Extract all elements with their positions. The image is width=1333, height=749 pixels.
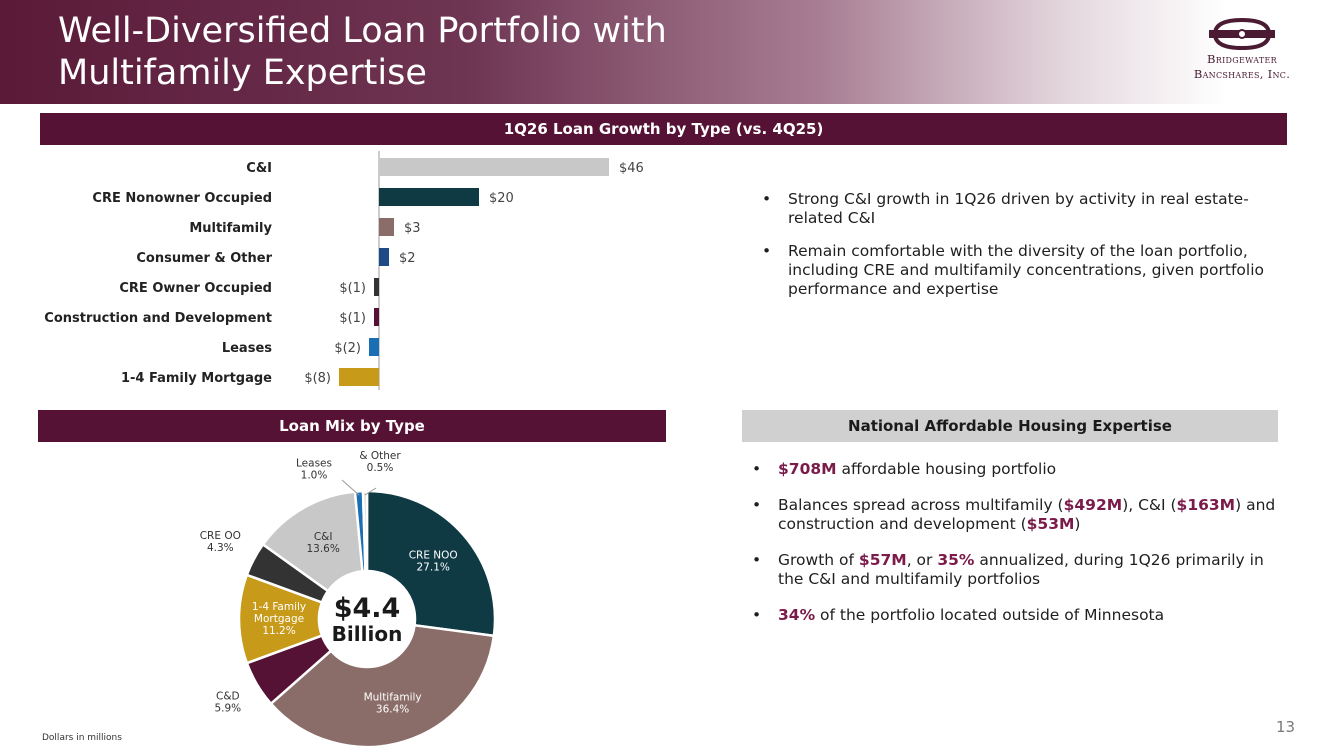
loan-growth-bar-chart: C&I $46 CRE Nonowner Occupied $20 Multifamil… xyxy=(44,151,644,390)
pie-slice-label: Mortgage xyxy=(254,613,304,625)
bar-value-label: $3 xyxy=(404,221,421,236)
pie-slice-label: Multifamily xyxy=(364,692,422,704)
loan-mix-header: Loan Mix by Type xyxy=(38,410,666,442)
bar-category-label: C&I xyxy=(246,161,272,176)
growth-bullet-list: • Strong C&I growth in 1Q26 driven by act… xyxy=(752,190,1287,313)
bar xyxy=(379,158,609,176)
pie-slice-label: Consumer xyxy=(353,448,407,450)
housing-bullet-4: • 34% of the portfolio located outside of… xyxy=(752,606,1165,624)
bar-value-label: $20 xyxy=(489,191,514,206)
pie-slice-label: & Other xyxy=(359,450,401,462)
bar-category-label: CRE Nonowner Occupied xyxy=(92,191,272,206)
pie-slice-label: CRE OO xyxy=(200,530,241,542)
page-title: Well-Diversified Loan Portfolio with Mul… xyxy=(58,10,818,94)
housing-bullet-list: • $708M affordable housing portfolio • Bal… xyxy=(752,460,1282,642)
housing-bullet-3: • Growth of $57M, or 35% annualized, duri… xyxy=(752,551,1264,588)
pie-slice-label: 11.2% xyxy=(262,625,295,637)
pie-slice xyxy=(361,489,369,573)
bar-value-label: $(1) xyxy=(339,281,366,296)
bar xyxy=(339,368,379,386)
bar xyxy=(374,308,379,326)
donut-center-value: $4.4 xyxy=(334,593,401,624)
bar-value-label: $46 xyxy=(619,161,644,176)
affordable-housing-header: National Affordable Housing Expertise xyxy=(742,410,1278,442)
pie-slice-label: 27.1% xyxy=(417,562,450,574)
pie-slice-label: C&I xyxy=(314,531,333,543)
pie-slice-label: 13.6% xyxy=(306,543,339,555)
donut-center-label: Billion xyxy=(332,622,403,646)
bar-category-label: Consumer & Other xyxy=(136,251,272,266)
bar xyxy=(369,338,379,356)
pie-slice-label: 1-4 Family xyxy=(252,601,306,613)
bar xyxy=(379,188,479,206)
bar-category-label: Multifamily xyxy=(189,221,272,236)
pie-slice-label: 0.5% xyxy=(367,462,394,474)
housing-bullet-2: • Balances spread across multifamily ($49… xyxy=(752,496,1276,533)
bar xyxy=(374,278,379,296)
footnote: Dollars in millions xyxy=(42,733,122,743)
leader-line xyxy=(364,487,377,496)
loan-growth-header: 1Q26 Loan Growth by Type (vs. 4Q25) xyxy=(40,113,1287,145)
growth-bullet-1: • Strong C&I growth in 1Q26 driven by act… xyxy=(762,190,1249,227)
title-line-2: Multifamily Expertise xyxy=(58,53,427,93)
pie-slice-label: 1.0% xyxy=(301,470,328,482)
pie-slice xyxy=(365,489,497,638)
bar-category-label: CRE Owner Occupied xyxy=(119,281,272,296)
leader-line xyxy=(341,479,360,496)
page-number: 13 xyxy=(1276,718,1296,736)
bar-value-label: $(1) xyxy=(339,311,366,326)
growth-bullet-2: • Remain comfortable with the diversity o… xyxy=(762,242,1264,298)
logo-emblem-icon xyxy=(1209,17,1275,51)
company-logo: Bridgewater Bancshares, Inc. xyxy=(1172,16,1312,90)
pie-slice-label: Leases xyxy=(296,458,332,470)
logo-line-1: Bridgewater xyxy=(1207,52,1277,66)
header-banner: Well-Diversified Loan Portfolio with Mul… xyxy=(0,0,1333,104)
pie-slice-label: CRE NOO xyxy=(409,550,458,562)
bar-category-label: Leases xyxy=(222,341,272,356)
bar xyxy=(379,248,389,266)
pie-slice-label: 5.9% xyxy=(214,702,241,714)
logo-line-2: Bancshares, Inc. xyxy=(1193,67,1291,81)
bar-category-label: 1-4 Family Mortgage xyxy=(121,371,272,386)
pie-slice-label: 4.3% xyxy=(207,542,234,554)
pie-slice-label: 36.4% xyxy=(376,704,409,716)
bar xyxy=(379,218,394,236)
pie-slice-label: C&D xyxy=(216,690,240,702)
bar-value-label: $(2) xyxy=(334,341,361,356)
bar-value-label: $2 xyxy=(399,251,416,266)
title-line-1: Well-Diversified Loan Portfolio with xyxy=(58,11,667,51)
bar-value-label: $(8) xyxy=(304,371,331,386)
bar-category-label: Construction and Development xyxy=(44,311,272,326)
housing-bullet-1: • $708M affordable housing portfolio xyxy=(752,460,1057,478)
